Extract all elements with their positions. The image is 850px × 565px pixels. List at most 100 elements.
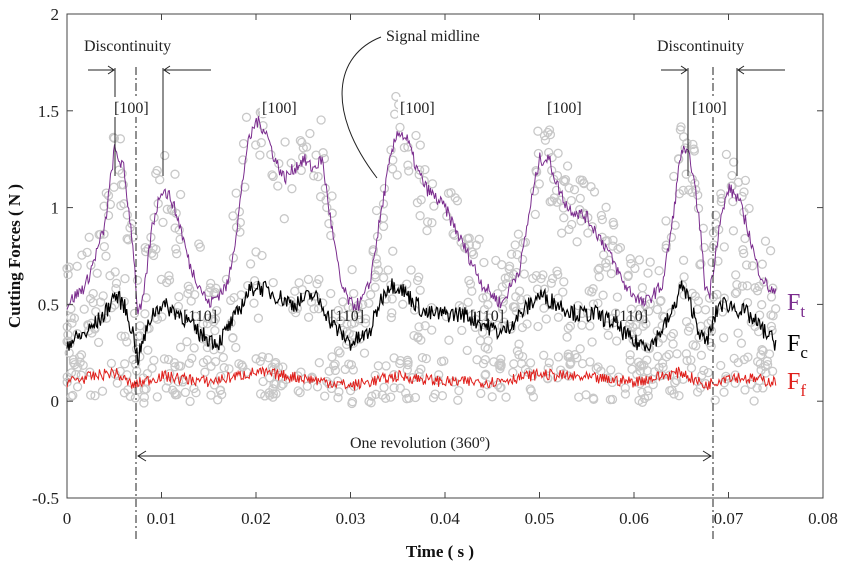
scatter-point [312,279,322,289]
scatter-point [173,301,184,312]
scatter-point [645,257,655,267]
scatter-point [762,356,772,366]
scatter-point [757,259,767,269]
scatter-point [305,128,315,139]
plot-area [66,13,824,499]
scatter-point [533,148,544,159]
scatter-point [546,278,556,288]
scatter-point [392,170,402,180]
scatter-point [737,281,748,291]
scatter-point [593,265,603,275]
scatter-point [585,357,595,367]
scatter-point [606,365,616,375]
revolution-arrowhead-right [702,450,712,462]
scatter-point [625,355,635,366]
scatter-point [528,392,539,402]
scatter-point [688,139,698,150]
scatter-point [493,380,503,390]
scatter-point [77,250,87,260]
scatter-point [66,391,77,402]
scatter-point [152,165,162,176]
scatter-point [601,202,611,212]
scatter-point [740,385,750,395]
scatter-point [654,266,664,276]
scatter-point [122,337,132,347]
scatter-point [370,282,380,292]
legend-ff: Ff [787,369,806,400]
scatter-point [298,143,308,153]
scatter-point [139,398,149,408]
scatter-point [180,387,191,398]
scatter-point [120,331,130,342]
scatter-point [268,171,278,182]
scatter-point [690,291,700,301]
scatter-point [594,263,605,273]
scatter-point [739,187,749,197]
scatter-point [478,293,488,303]
scatter-point [439,356,449,366]
scatter-point [171,244,181,254]
scatter-point [209,316,219,327]
scatter-point [517,308,527,318]
scatter-point [211,283,221,293]
scatter-point [706,341,716,352]
scatter-point [511,292,521,302]
label-100-1: [100] [114,100,149,117]
scatter-point [140,309,150,319]
scatter-point [415,211,425,221]
scatter-point [316,115,326,125]
scatter-point [297,284,307,295]
scatter-point [82,247,92,258]
scatter-point [295,387,305,398]
disc-right-arrowhead-b [737,65,745,75]
scatter-point [219,363,229,373]
scatter-point [656,295,666,306]
scatter-point [674,391,684,401]
scatter-point [487,392,497,402]
scatter-point [741,260,752,270]
scatter-point [251,247,261,257]
scatter-point [638,315,649,325]
scatter-point [564,183,574,193]
scatter-point [123,385,133,395]
scatter-point [706,326,717,336]
scatter-point [637,283,648,293]
scatter-point [658,333,668,343]
series-lines [66,116,777,391]
scatter-point [472,355,482,365]
y-tick-label: 2 [51,5,60,24]
scatter-point [553,312,564,322]
scatter-point [749,396,759,406]
scatter-point [572,237,582,247]
scatter-point [462,345,472,356]
scatter-point [679,272,689,282]
scatter-point [661,216,671,226]
scatter-point [718,333,729,343]
scatter-point [746,379,756,389]
scatter-point [175,342,186,352]
scatter-point [427,218,437,228]
scatter-point [175,361,186,371]
scatter-point [623,271,633,282]
scatter-point [747,261,758,271]
scatter-point [453,395,463,405]
axis-ticks: 0 0.01 0.02 0.03 0.04 0.05 0.06 0.07 0.08-0.500.… [32,5,838,528]
label-100-bg-3 [398,97,444,117]
scatter-point [143,345,153,355]
scatter-point [78,360,88,370]
label-100-bg-5 [690,97,736,117]
signal-midline-pointer [341,36,382,179]
scatter-point [184,358,194,368]
scatter-point [280,137,290,147]
scatter-point [762,359,773,370]
scatter-point [160,150,170,161]
scatter-point [320,391,330,401]
scatter-point [62,263,72,274]
scatter-point [700,305,711,315]
scatter-point [271,357,281,368]
scatter-point [673,154,684,164]
scatter-point [142,368,153,379]
legend-ft: Ft [787,290,805,321]
scatter-point [695,260,705,270]
scatter-point [347,264,357,275]
